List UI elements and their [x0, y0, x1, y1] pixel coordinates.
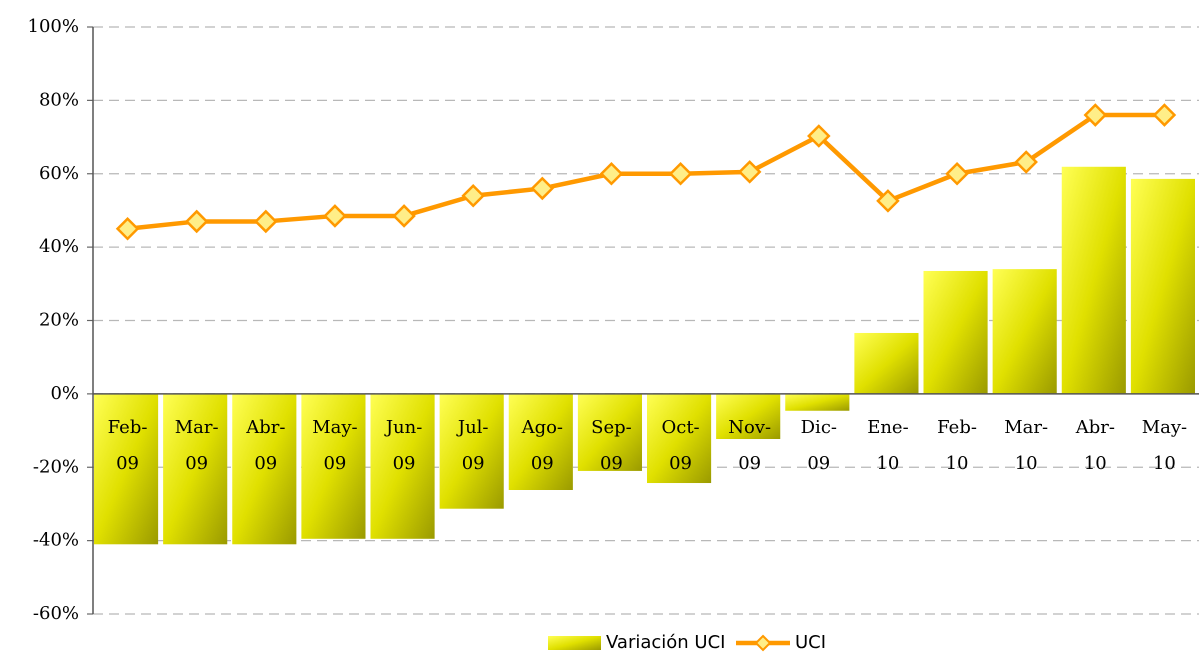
x-tick-label: Mar-09	[175, 417, 219, 474]
marker	[530, 176, 555, 201]
x-tick-label: Feb-10	[937, 417, 977, 474]
legend-swatch	[754, 634, 772, 652]
marker	[737, 160, 762, 184]
x-tick-label: Feb-09	[108, 417, 148, 474]
bar	[370, 393, 435, 539]
bar	[508, 393, 573, 490]
bar	[647, 393, 712, 484]
line	[127, 112, 1165, 232]
y-tick-label: 100%	[28, 16, 79, 37]
y-tick-label: 0%	[50, 383, 79, 404]
y-tick-label: -60%	[33, 603, 79, 624]
marker	[807, 124, 831, 148]
x-tick-label: Oct-09	[661, 417, 699, 474]
bar	[1130, 178, 1195, 394]
x-tick-label: Nov-09	[728, 417, 771, 474]
y-tick-label: 20%	[39, 310, 79, 331]
marker	[1152, 103, 1177, 127]
marker	[461, 183, 485, 208]
bar	[854, 332, 919, 394]
x-tick-label: Jul-09	[456, 417, 489, 474]
bar	[301, 393, 366, 539]
legend-swatch	[548, 636, 601, 650]
bar	[94, 393, 159, 545]
marker	[945, 161, 969, 186]
marker	[599, 161, 624, 186]
bar	[716, 393, 781, 440]
y-tick-label: -20%	[33, 456, 79, 477]
bars	[94, 166, 1195, 545]
marker	[184, 209, 209, 234]
y-tick-label: 60%	[39, 163, 79, 184]
marker	[323, 204, 347, 228]
marker	[1083, 103, 1108, 127]
y-tick-label: -40%	[33, 530, 79, 551]
x-tick-label: Abr-10	[1075, 417, 1115, 474]
x-tick-label: Ene-10	[867, 417, 908, 474]
x-tick-label: May-09	[312, 417, 357, 474]
x-tick-label: Mar-10	[1004, 417, 1048, 474]
x-tick-label: Dic-09	[801, 417, 837, 474]
marker	[392, 204, 416, 228]
y-tick-label: 40%	[39, 236, 79, 257]
bar	[992, 269, 1057, 394]
bar	[163, 393, 228, 545]
legend-label: UCI	[795, 632, 826, 653]
bar	[923, 270, 988, 394]
marker	[254, 209, 278, 234]
y-tick-label: 80%	[39, 89, 79, 110]
line-series	[115, 103, 1177, 241]
x-tick-label: Jun-09	[384, 417, 422, 474]
bar	[577, 393, 642, 471]
x-tick-label: Ago-09	[521, 417, 563, 474]
bar	[439, 393, 504, 509]
bar	[232, 393, 297, 545]
bar	[1061, 166, 1126, 394]
legend-label: Variación UCI	[606, 632, 725, 653]
marker	[876, 189, 900, 213]
x-tick-label: Sep-09	[591, 417, 632, 474]
marker	[668, 161, 693, 186]
bar	[785, 393, 850, 411]
x-tick-label: May-10	[1142, 417, 1187, 474]
x-labels: Feb-09 Mar-09 Abr-09 May-09 Jun-09 Jul-09 Ago-…	[108, 417, 1187, 474]
x-tick-label: Abr-09	[245, 417, 285, 474]
marker	[115, 217, 140, 241]
marker	[1014, 150, 1038, 174]
